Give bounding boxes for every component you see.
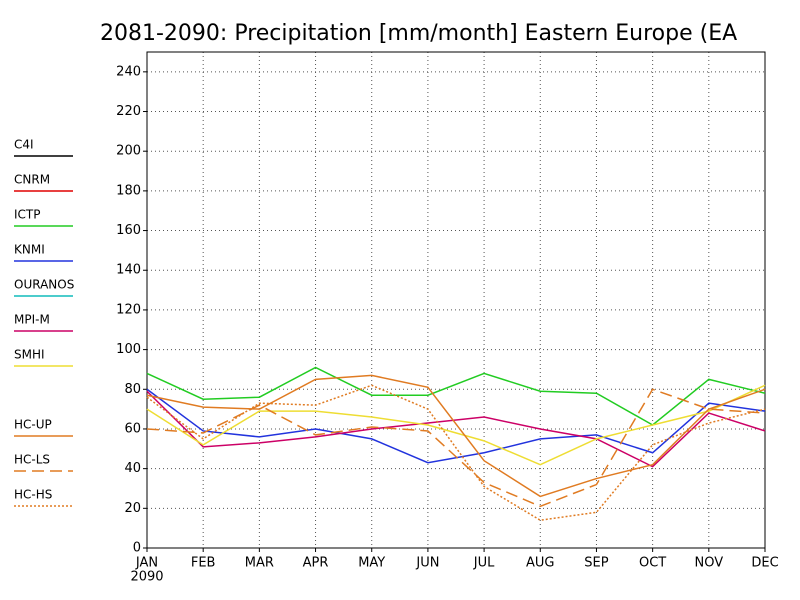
- series-line: [146, 390, 766, 468]
- x-tick-label: JAN: [135, 556, 158, 571]
- legend-label: KNMI: [14, 243, 45, 257]
- legend-label: C4I: [14, 138, 34, 152]
- x-tick-label: MAY: [358, 556, 385, 571]
- legend-label: HC-HS: [14, 488, 52, 502]
- x-tick-label: APR: [303, 556, 329, 571]
- x-tick-label: AUG: [526, 556, 554, 571]
- y-tick-label: 180: [116, 183, 141, 198]
- y-tick-label: 100: [116, 342, 141, 357]
- y-tick-label: 20: [124, 501, 141, 516]
- x-tick-label: MAR: [245, 556, 274, 571]
- x-tick-label: FEB: [191, 556, 216, 571]
- x-tick-label: OCT: [639, 556, 666, 571]
- legend-label: CNRM: [14, 173, 50, 187]
- x-tick-label: DEC: [751, 556, 778, 571]
- chart-title: 2081-2090: Precipitation [mm/month] East…: [100, 21, 737, 46]
- y-tick-label: 220: [116, 104, 141, 119]
- legend-label: ICTP: [14, 208, 40, 222]
- series-line: [146, 384, 766, 466]
- y-tick-label: 240: [116, 64, 141, 79]
- plot-frame: [146, 51, 766, 549]
- y-tick-label: 200: [116, 144, 141, 159]
- y-tick-label: 0: [133, 541, 141, 556]
- series-line: [146, 366, 766, 426]
- y-tick-label: 80: [124, 382, 141, 397]
- x-tick-label: NOV: [695, 556, 724, 571]
- legend-label: MPI-M: [14, 313, 50, 327]
- y-tick-label: 160: [116, 223, 141, 238]
- y-tick-label: 120: [116, 302, 141, 317]
- y-tick-label: 60: [124, 421, 141, 436]
- legend-label: SMHI: [14, 348, 45, 362]
- y-tick-label: 40: [124, 461, 141, 476]
- series-line: [146, 384, 766, 522]
- y-tick-label: 140: [116, 263, 141, 278]
- x-tick-label: JUN: [415, 556, 439, 571]
- legend-label: HC-UP: [14, 418, 52, 432]
- x-year-label: 2090: [130, 570, 163, 585]
- x-tick-label: JUL: [473, 556, 495, 571]
- legend-label: OURANOS: [14, 278, 74, 292]
- x-tick-label: SEP: [584, 556, 608, 571]
- legend-label: HC-LS: [14, 453, 50, 467]
